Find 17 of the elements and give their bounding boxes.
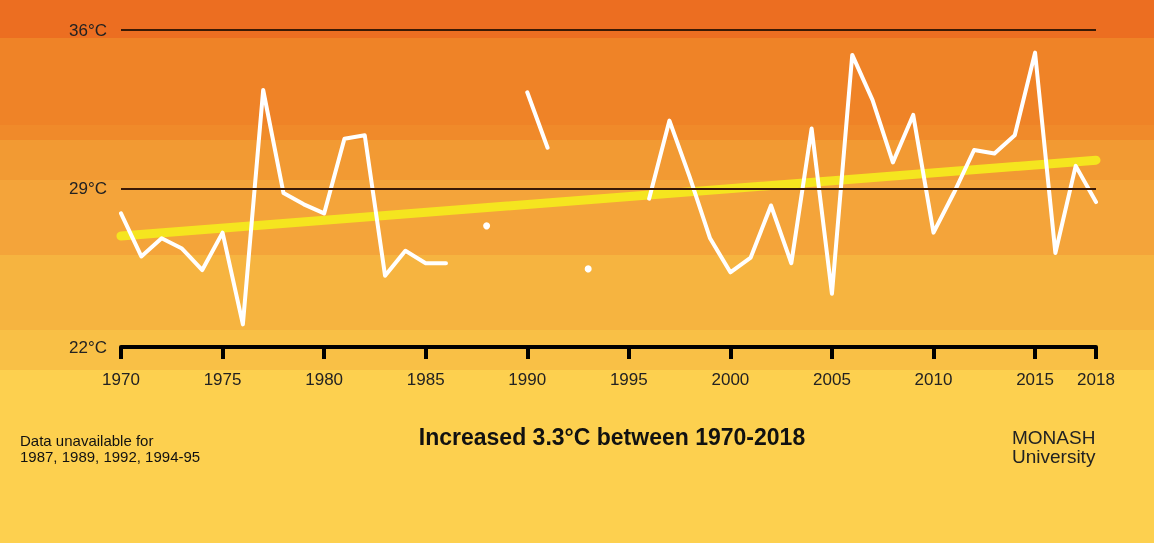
x-tick-label: 2015 <box>1016 370 1054 389</box>
text: Increased 3.3°C between 1970-2018 <box>418 423 806 450</box>
x-tick-label: 2005 <box>813 370 851 389</box>
x-tick-label: 2010 <box>914 370 953 389</box>
x-tick-label: 1975 <box>203 370 242 389</box>
x-tick-label: 1990 <box>508 370 547 389</box>
x-tick-label: 2018 <box>1077 370 1115 389</box>
y-tick-label: 36°C <box>69 20 107 40</box>
y-tick-label: 22°C <box>69 337 107 357</box>
text: Data unavailable for 1987, 1989, 1992, 1994-95 <box>20 431 201 465</box>
text: MONASH University <box>1012 427 1096 467</box>
x-tick-label: 1985 <box>406 370 445 389</box>
x-tick-label: 1995 <box>609 370 648 389</box>
x-tick-label: 1970 <box>102 370 140 389</box>
x-tick-label: 2000 <box>711 370 750 389</box>
y-tick-label: 29°C <box>69 179 107 198</box>
x-tick-label: 1980 <box>305 370 344 389</box>
